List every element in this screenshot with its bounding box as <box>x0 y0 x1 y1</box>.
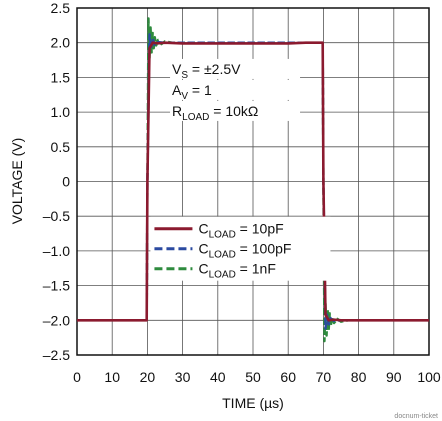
x-axis-label: TIME (µs) <box>222 395 284 411</box>
x-tick-labels: 0 10 20 30 40 50 60 70 80 90 100 <box>73 369 441 385</box>
legend-label-10pf: CLOAD = 10pF <box>198 221 283 241</box>
y-tick-label-7: –1.0 <box>43 243 70 259</box>
document-number: docnum-ticket <box>394 413 438 420</box>
x-tick-label-3: 30 <box>175 369 191 385</box>
x-tick-label-2: 20 <box>140 369 156 385</box>
y-tick-label-3: 1.0 <box>51 104 71 120</box>
series-layer <box>77 17 429 343</box>
legend-label-100pf: CLOAD = 100pF <box>198 241 291 261</box>
x-tick-label-1: 10 <box>104 369 120 385</box>
y-tick-label-4: 0.5 <box>51 139 71 155</box>
annotation-0: VS = ±2.5V <box>172 61 241 81</box>
y-axis-label: VOLTAGE (V) <box>9 138 25 225</box>
plot-frame <box>76 7 430 356</box>
series-line-10pf <box>77 41 429 322</box>
legend-label-1nf: CLOAD = 1nF <box>198 261 275 281</box>
x-tick-label-6: 60 <box>280 369 296 385</box>
y-tick-label-6: –0.5 <box>43 208 70 224</box>
annotation-1: AV = 1 <box>172 82 212 102</box>
annotation-2: RLOAD = 10kΩ <box>172 103 258 123</box>
y-tick-label-8: –1.5 <box>43 278 70 294</box>
y-tick-label-0: 2.5 <box>51 0 71 16</box>
y-tick-label-9: –2.0 <box>43 312 70 328</box>
annotation-bg-0 <box>170 58 301 79</box>
annotation-bg-1 <box>170 79 301 100</box>
x-tick-label-8: 80 <box>351 369 367 385</box>
y-tick-label-1: 2.0 <box>51 35 71 51</box>
x-tick-label-0: 0 <box>73 369 81 385</box>
y-tick-label-10: –2.5 <box>43 347 70 363</box>
y-tick-label-2: 1.5 <box>51 69 71 85</box>
x-tick-label-4: 40 <box>210 369 226 385</box>
x-tick-label-5: 50 <box>245 369 261 385</box>
y-tick-labels: 2.5 2.0 1.5 1.0 0.5 0 –0.5 –1.0 –1.5 –2.0 –2.5 <box>43 0 70 363</box>
annotation-bg-2 <box>170 100 301 121</box>
y-tick-label-5: 0 <box>62 174 70 190</box>
x-tick-label-9: 90 <box>386 369 402 385</box>
x-tick-label-7: 70 <box>316 369 332 385</box>
x-tick-label-10: 100 <box>417 369 441 385</box>
